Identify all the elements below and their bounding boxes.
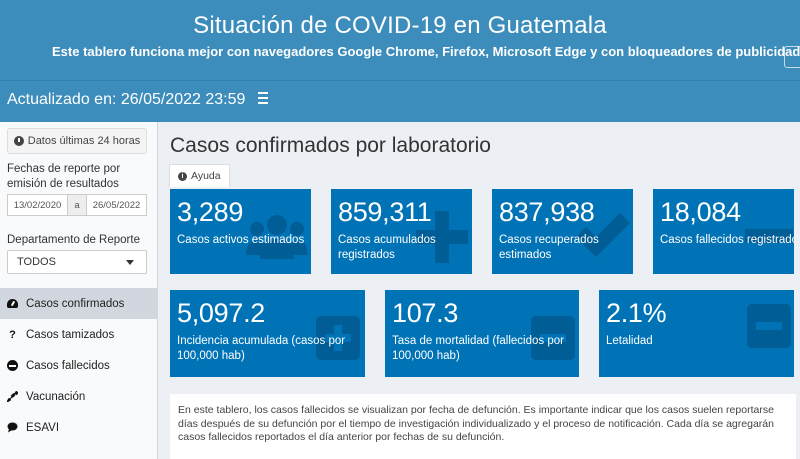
fallecidos-notice: En este tablero, los casos fallecidos se…	[170, 394, 796, 459]
sidebar-item-esavi[interactable]: ESAVI	[0, 412, 158, 443]
stat-value: 18,084	[660, 197, 741, 227]
plus-icon	[416, 211, 468, 263]
stat-box-letalidad: 2.1% Letalidad	[599, 290, 794, 377]
sidebar: Datos últimas 24 horas Fechas de reporte…	[0, 122, 158, 459]
department-select[interactable]: TODOS	[7, 250, 147, 274]
users-icon	[246, 215, 308, 259]
department-select-value: TODOS	[17, 256, 56, 268]
info-icon: i	[178, 171, 187, 181]
sidebar-menu: Casos confirmados ? Casos tamizados Caso…	[0, 288, 158, 443]
stat-value: 107.3	[392, 298, 459, 328]
sidebar-item-label: Casos fallecidos	[26, 359, 110, 372]
stat-box-tasa-mortalidad: 107.3 Tasa de mortalidad (fallecidos por…	[385, 290, 579, 377]
stat-label: Casos activos estimados	[177, 234, 305, 246]
stat-box-incidencia: 5,097.2 Incidencia acumulada (casos por …	[170, 290, 365, 377]
syringe-icon	[7, 391, 18, 402]
sidebar-item-casos-fallecidos[interactable]: Casos fallecidos	[0, 350, 158, 381]
last-24-hours-label: Datos últimas 24 horas	[27, 135, 141, 147]
minus-icon	[745, 229, 793, 243]
sidebar-item-casos-confirmados[interactable]: Casos confirmados	[0, 288, 158, 319]
stat-label: Letalidad	[606, 335, 653, 347]
dashboard-icon	[7, 298, 18, 309]
stat-box-casos-acumulados: 859,311 Casos acumulados registrados	[331, 189, 472, 274]
stat-box-casos-fallecidos: 18,084 Casos fallecidos registrados	[653, 189, 794, 274]
app-header: Situación de COVID-19 en Guatemala Este …	[0, 0, 800, 80]
last-updated-text: Actualizado en: 26/05/2022 23:59	[7, 91, 246, 108]
department-label: Departamento de Reporte	[7, 234, 140, 246]
stat-label: Casos recuperados estimados	[499, 234, 599, 261]
stat-value: 5,097.2	[177, 298, 265, 328]
check-icon	[576, 213, 630, 257]
sidebar-toggle-icon[interactable]	[258, 92, 274, 108]
help-tab-label: Ayuda	[191, 170, 221, 182]
plus-square-icon	[316, 316, 360, 360]
sidebar-item-casos-tamizados[interactable]: ? Casos tamizados	[0, 319, 158, 350]
stat-value: 2.1%	[606, 298, 667, 328]
sidebar-item-label: Casos tamizados	[26, 328, 115, 341]
date-range-picker: 13/02/2020 a 26/05/2022	[7, 194, 147, 216]
main-content: Casos confirmados por laboratorio i Ayud…	[158, 122, 800, 459]
date-range-separator: a	[68, 194, 86, 216]
stat-value: 837,938	[499, 197, 595, 227]
minus-square-icon	[531, 316, 575, 360]
help-tab[interactable]: i Ayuda	[169, 164, 230, 187]
stat-label: Incidencia acumulada (casos por 100,000 …	[177, 335, 346, 362]
start-date-input[interactable]: 13/02/2020	[7, 194, 68, 216]
stat-label: Casos fallecidos registrados	[660, 234, 794, 246]
app-title: Situación de COVID-19 en Guatemala	[193, 12, 607, 39]
last-24-hours-button[interactable]: Datos últimas 24 horas	[7, 128, 147, 154]
stat-box-casos-recuperados: 837,938 Casos recuperados estimados	[492, 189, 633, 274]
page-title: Casos confirmados por laboratorio	[170, 134, 491, 157]
minus-circle-icon	[7, 360, 18, 371]
sidebar-item-label: Casos confirmados	[26, 297, 125, 310]
stat-label: Casos acumulados registrados	[338, 234, 436, 261]
end-date-input[interactable]: 26/05/2022	[86, 194, 147, 216]
report-dates-label: Fechas de reporte por emisión de resulta…	[7, 163, 121, 190]
sidebar-item-label: Vacunación	[26, 390, 86, 403]
stat-value: 3,289	[177, 197, 244, 227]
clock-icon	[13, 136, 24, 146]
question-icon: ?	[9, 328, 16, 341]
stat-box-casos-activos: 3,289 Casos activos estimados	[170, 189, 311, 274]
comment-icon	[7, 422, 18, 433]
stat-label: Tasa de mortalidad (fallecidos por 100,0…	[392, 335, 564, 362]
caret-down-icon	[126, 260, 134, 265]
header-menu-button[interactable]	[784, 46, 800, 68]
navbar: Actualizado en: 26/05/2022 23:59	[0, 80, 800, 122]
minus-square-icon	[747, 304, 791, 348]
browser-notice: Este tablero funciona mejor con navegado…	[52, 44, 800, 59]
sidebar-item-label: ESAVI	[26, 421, 60, 434]
stat-value: 859,311	[338, 197, 432, 227]
sidebar-item-vacunacion[interactable]: Vacunación	[0, 381, 158, 412]
